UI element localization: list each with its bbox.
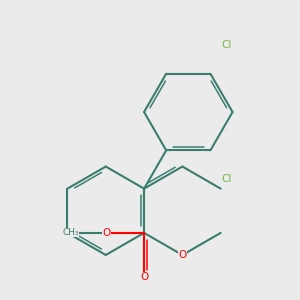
Text: Cl: Cl <box>222 40 232 50</box>
Text: O: O <box>102 228 111 238</box>
Text: O: O <box>178 250 187 260</box>
Text: CH₃: CH₃ <box>63 228 80 237</box>
Text: O: O <box>140 272 148 282</box>
Text: Cl: Cl <box>222 174 232 184</box>
